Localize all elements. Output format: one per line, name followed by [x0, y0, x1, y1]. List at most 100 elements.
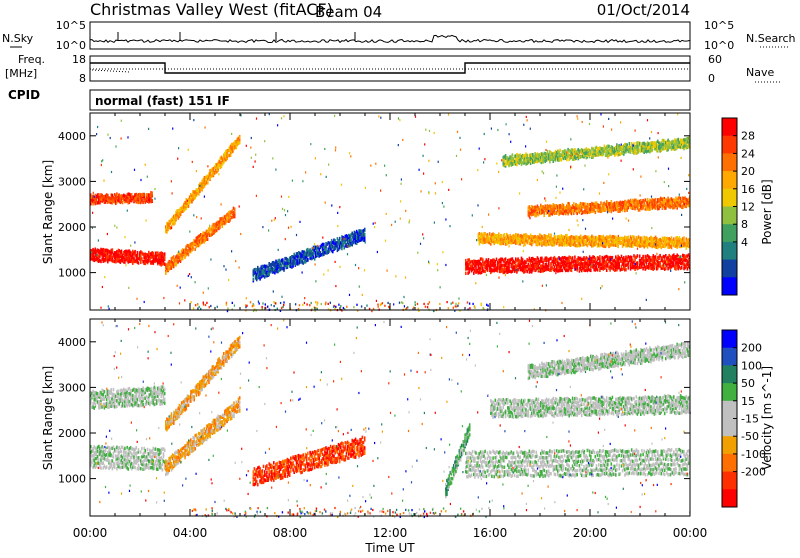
- echo-cell: [512, 153, 514, 156]
- echo-cell: [364, 236, 366, 239]
- echo-cell: [607, 263, 609, 266]
- echo-cell: [639, 142, 641, 145]
- cpid-text: normal (fast) 151 IF: [95, 94, 230, 108]
- echo-cell: [629, 142, 631, 145]
- echo-cell: [572, 256, 574, 259]
- echo-cell: [137, 251, 139, 254]
- echo-cell: [574, 148, 576, 151]
- echo-cell: [595, 258, 597, 261]
- echo-band: [90, 191, 153, 205]
- echo-cell: [96, 198, 98, 201]
- echo-cell: [680, 197, 682, 200]
- echo-cell: [611, 200, 613, 203]
- echo-cell: [188, 205, 190, 208]
- echo-cell: [673, 262, 675, 265]
- plot-title: Christmas Valley West (fitACF): [90, 0, 333, 19]
- echo-cell: [562, 269, 564, 272]
- echo-cell: [253, 278, 255, 281]
- echo-cell: [526, 154, 528, 157]
- echo-cell: [134, 250, 136, 253]
- echo-cell: [475, 266, 477, 269]
- echo-cell: [606, 269, 608, 272]
- echo-cell: [164, 252, 166, 255]
- echo-cell: [339, 237, 341, 240]
- echo-cell: [597, 268, 599, 271]
- echo-cell: [671, 236, 673, 239]
- echo-cell: [547, 150, 549, 153]
- echo-cell: [234, 208, 236, 211]
- echo-cell: [665, 267, 667, 270]
- echo-cell: [505, 257, 507, 260]
- echo-cell: [675, 267, 677, 270]
- echo-cell: [550, 234, 552, 237]
- noise-right-tick-top: 10^5: [704, 19, 734, 32]
- echo-cell: [151, 191, 153, 194]
- nave-right-tick-bottom: 0: [708, 72, 715, 85]
- echo-cell: [637, 254, 639, 257]
- echo-band: [503, 136, 691, 168]
- freq-traces: [90, 63, 690, 73]
- echo-cell: [681, 266, 683, 269]
- echo-cell: [207, 238, 209, 241]
- echo-cell: [151, 199, 153, 202]
- nave-trace-extra: [92, 70, 130, 72]
- echo-cell: [173, 255, 175, 258]
- echo-cell: [641, 236, 643, 239]
- echo-cell: [524, 243, 526, 246]
- echo-cell: [121, 250, 123, 253]
- echo-cell: [482, 258, 484, 261]
- noise-right-label: N.Search: [746, 32, 796, 45]
- echo-band: [315, 228, 366, 258]
- echo-cell: [153, 252, 155, 255]
- echo-cell: [482, 267, 484, 270]
- echo-cell: [612, 256, 614, 259]
- echo-cell: [548, 233, 550, 236]
- echo-band: [528, 196, 691, 218]
- echo-cell: [655, 255, 657, 258]
- echo-cell: [599, 255, 601, 258]
- noise-left-tick-bottom: 10^0: [56, 39, 86, 52]
- echo-cell: [239, 135, 241, 138]
- freq-left-label-1: Freq.: [18, 53, 45, 66]
- date-label: 01/Oct/2014: [597, 1, 690, 19]
- echo-cell: [595, 211, 597, 214]
- echo-cell: [590, 269, 592, 272]
- echo-cell: [508, 265, 510, 268]
- echo-cell: [628, 236, 630, 239]
- echo-cell: [230, 154, 232, 157]
- echo-cell: [488, 258, 490, 261]
- echo-cell: [637, 261, 639, 264]
- nave-right-tick-top: 60: [708, 53, 722, 66]
- echo-cell: [307, 258, 309, 261]
- freq-left-tick-bottom: 8: [79, 72, 86, 85]
- echo-cell: [665, 254, 667, 257]
- echo-cell: [655, 198, 657, 201]
- noise-right-tick-bottom: 10^0: [704, 39, 734, 52]
- echo-cell: [584, 202, 586, 205]
- echo-cell: [504, 233, 506, 236]
- echo-cell: [683, 236, 685, 239]
- freq-left-tick-top: 18: [72, 53, 86, 66]
- echo-cell: [555, 235, 557, 238]
- echo-cell: [559, 149, 561, 152]
- echo-cell: [138, 261, 140, 264]
- cpid-label: CPID: [8, 88, 40, 102]
- beam-label: Beam 04: [315, 3, 382, 21]
- echo-band: [465, 253, 691, 275]
- echo-band: [90, 248, 166, 267]
- freq-trace: [90, 63, 690, 73]
- echo-cell: [550, 257, 552, 260]
- echo-cell: [496, 258, 498, 261]
- echo-cell: [574, 256, 576, 259]
- echo-cell: [364, 228, 366, 231]
- noise-left-tick-top: 10^5: [56, 19, 86, 32]
- echo-cell: [468, 270, 470, 273]
- echo-cell: [164, 255, 166, 258]
- echo-band: [253, 246, 316, 283]
- echo-cell: [122, 201, 124, 204]
- echo-cell: [112, 248, 114, 251]
- echo-cell: [625, 268, 627, 271]
- noise-left-label: N.Sky: [2, 32, 34, 45]
